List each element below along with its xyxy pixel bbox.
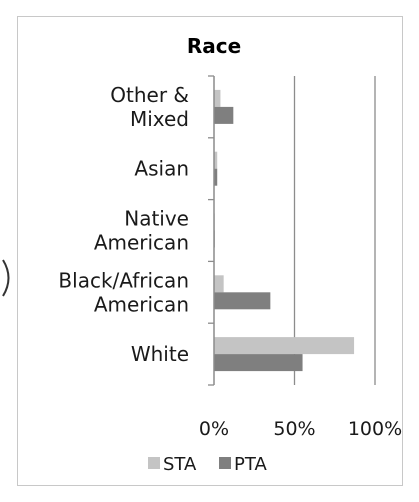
legend-swatch-pta [219, 457, 231, 469]
category-label-1-0: Asian [134, 157, 189, 181]
category-label-0-1: Mixed [130, 107, 189, 131]
legend-label-sta: STA [163, 454, 197, 475]
legend-label-pta: PTA [234, 454, 267, 475]
category-label-2-1: American [94, 231, 189, 255]
category-axis-ticks [208, 75, 214, 386]
x-tick-label-0: 0% [199, 418, 229, 440]
legend: STA PTA [148, 454, 267, 475]
bars [214, 89, 355, 372]
bar-pta-3 [214, 292, 271, 310]
category-label-2-0: Native [124, 207, 189, 231]
cropped-edge-paren [2, 259, 10, 297]
bar-sta-4 [214, 337, 355, 355]
chart-frame [17, 16, 403, 486]
x-tick-label-2: 100% [348, 418, 402, 440]
bar-pta-0 [214, 106, 234, 124]
bar-sta-0 [214, 89, 221, 107]
bar-pta-4 [214, 354, 303, 372]
category-labels: Other &MixedAsianNativeAmericanBlack/Afr… [58, 83, 189, 366]
chart-title: Race [187, 34, 241, 58]
category-label-3-1: American [94, 292, 189, 316]
category-label-0-0: Other & [110, 83, 189, 107]
category-label-3-0: Black/African [58, 268, 189, 292]
category-label-4-0: White [131, 342, 189, 366]
bar-sta-3 [214, 275, 224, 293]
bar-sta-1 [214, 151, 218, 169]
bar-pta-1 [214, 168, 218, 186]
x-tick-label-1: 50% [273, 418, 315, 440]
legend-swatch-sta [148, 457, 160, 469]
gridlines [293, 76, 376, 385]
x-tick-labels: 0% 50% 100% [199, 418, 402, 440]
